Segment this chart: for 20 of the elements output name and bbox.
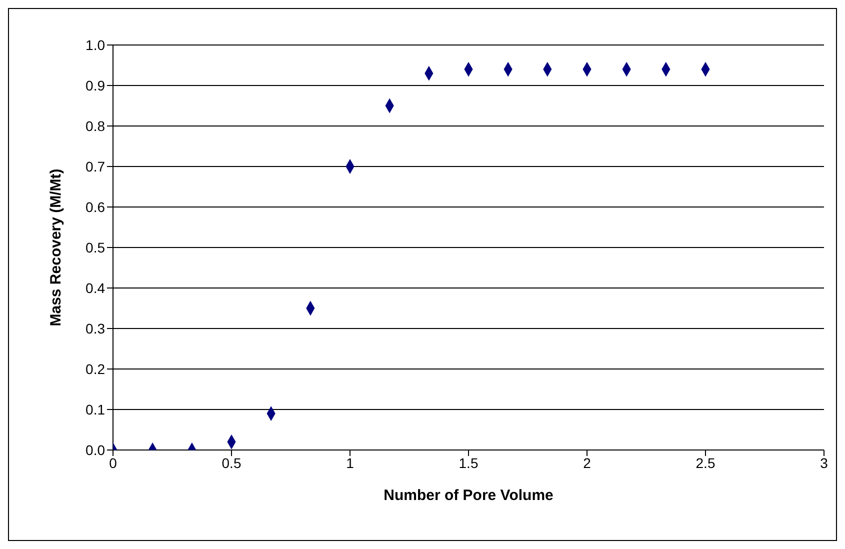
y-tick-label: 0.9 (86, 77, 106, 94)
y-tick-label: 0.6 (86, 198, 106, 215)
y-tick-label: 0.2 (86, 360, 106, 377)
y-tick-label: 1.0 (86, 36, 106, 53)
y-tick-label: 0.7 (86, 158, 106, 174)
x-axis-title: Number of Pore Volume (384, 487, 554, 504)
x-tick-label: 2.5 (696, 454, 716, 471)
x-tick-label: 0 (109, 454, 118, 471)
x-tick-label: 0.5 (222, 454, 242, 471)
y-tick-label: 0.1 (86, 401, 106, 418)
y-tick-label: 0.0 (86, 442, 106, 458)
y-tick-label: 0.4 (86, 280, 106, 296)
x-tick-label: 1 (346, 454, 354, 471)
y-tick-label: 0.8 (86, 118, 106, 134)
x-tick-label: 1.5 (458, 454, 478, 471)
y-axis-title: Mass Recovery (M/Mt) (47, 168, 64, 326)
x-tick-label: 3 (820, 454, 828, 471)
x-tick-label: 2 (583, 454, 592, 471)
y-tick-label: 0.3 (86, 320, 106, 336)
y-tick-label: 0.5 (86, 239, 106, 256)
